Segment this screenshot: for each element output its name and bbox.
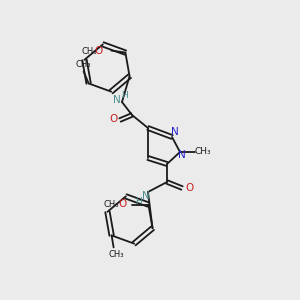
Text: CH₃: CH₃ xyxy=(109,250,124,259)
Text: CH₃: CH₃ xyxy=(103,200,119,209)
Text: CH₃: CH₃ xyxy=(82,47,97,56)
Text: O: O xyxy=(94,46,103,56)
Text: N: N xyxy=(113,95,121,105)
Text: CH₃: CH₃ xyxy=(76,60,92,69)
Text: N: N xyxy=(178,150,186,160)
Text: O: O xyxy=(118,199,127,208)
Text: H: H xyxy=(136,196,142,206)
Text: H: H xyxy=(121,92,128,100)
Text: O: O xyxy=(185,183,193,193)
Text: CH₃: CH₃ xyxy=(195,148,211,157)
Text: N: N xyxy=(171,127,179,137)
Text: N: N xyxy=(142,191,150,201)
Text: O: O xyxy=(109,114,117,124)
